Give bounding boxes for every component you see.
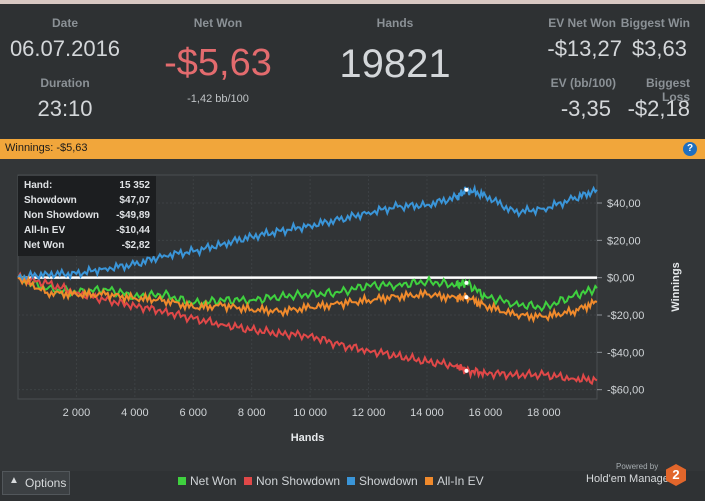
tooltip-row: Non Showdown -$49,89: [24, 210, 150, 221]
ev-net-won-label: EV Net Won: [548, 16, 616, 30]
options-button[interactable]: ▲ Options: [2, 471, 70, 495]
hover-marker: [464, 280, 469, 285]
series-net-won-line: [17, 272, 598, 313]
x-tick-label: 10 000: [293, 407, 327, 419]
biggest-win-value: $3,63: [631, 36, 687, 61]
biggest-loss-value: -$2,18: [627, 96, 690, 121]
y-tick-label: $0,00: [607, 273, 635, 285]
x-tick-label: 6 000: [180, 407, 208, 419]
tooltip-row: Showdown $47,07: [24, 195, 150, 206]
duration-label: Duration: [40, 76, 90, 90]
legend-swatch: [347, 477, 355, 485]
x-tick-label: 4 000: [121, 407, 149, 419]
tooltip-row: Net Won -$2,82: [24, 240, 150, 251]
x-tick-label: 18 000: [527, 407, 561, 419]
hover-marker: [464, 368, 469, 373]
net-won-label: Net Won: [193, 16, 243, 30]
biggest-win-label: Biggest Win: [620, 16, 690, 30]
y-tick-label: -$60,00: [607, 385, 644, 397]
hands-value: 19821: [339, 42, 451, 86]
x-tick-label: 8 000: [238, 407, 266, 419]
legend-swatch: [178, 477, 186, 485]
biggest-loss-label: Biggest Loss: [645, 76, 690, 104]
y-tick-label: $20,00: [607, 235, 641, 247]
winnings-header-bar: Winnings: -$5,63 ?: [0, 139, 705, 159]
tooltip-row: All-In EV -$10,44: [24, 225, 150, 236]
date-value: 06.07.2016: [9, 36, 121, 61]
legend-net-won[interactable]: Net Won: [178, 474, 236, 488]
legend-non-showdown[interactable]: Non Showdown: [244, 474, 340, 488]
ev-net-won-value: -$13,27: [547, 36, 622, 61]
x-axis-title: Hands: [291, 432, 325, 444]
hover-marker: [464, 187, 469, 192]
options-label: Options: [25, 476, 67, 490]
y-tick-label: -$40,00: [607, 347, 644, 359]
duration-value: 23:10: [37, 96, 93, 121]
net-won-value: -$5,63: [164, 42, 272, 84]
y-axis-title: Winnings: [670, 262, 682, 311]
help-icon[interactable]: ?: [683, 142, 697, 156]
legend-swatch: [425, 477, 433, 485]
winnings-title: Winnings: -$5,63: [5, 142, 88, 154]
legend-allin-ev[interactable]: All-In EV: [425, 474, 484, 488]
top-border: [0, 0, 705, 4]
legend-swatch: [244, 477, 252, 485]
hover-tooltip: Hand: 15 352 Showdown $47,07 Non Showdown -…: [18, 176, 156, 256]
hands-label: Hands: [376, 16, 414, 30]
tooltip-row: Hand: 15 352: [24, 180, 150, 191]
x-tick-label: 14 000: [410, 407, 444, 419]
x-tick-label: 12 000: [352, 407, 386, 419]
footer: [0, 471, 705, 501]
x-tick-label: 16 000: [469, 407, 503, 419]
ev-bb-value: -3,35: [560, 96, 611, 121]
summary-stats-panel: Date 06.07.2016 Duration 23:10 Net Won -…: [0, 4, 705, 138]
ev-bb-label: EV (bb/100): [550, 76, 616, 90]
caret-up-icon: ▲: [9, 475, 19, 486]
x-tick-label: 2 000: [63, 407, 91, 419]
y-tick-label: $40,00: [607, 198, 641, 210]
powered-by: Powered by: [616, 462, 659, 471]
series-showdown-line: [17, 183, 598, 284]
date-label: Date: [51, 16, 78, 30]
brand-name: Hold'em Manager: [586, 473, 673, 485]
y-tick-label: -$20,00: [607, 310, 644, 322]
bb-per-100: -1,42 bb/100: [187, 93, 249, 105]
brand-hex-icon: 2: [666, 464, 686, 486]
hover-marker: [464, 295, 469, 300]
series-allin-ev-line: [17, 275, 598, 324]
legend-showdown[interactable]: Showdown: [347, 474, 418, 488]
